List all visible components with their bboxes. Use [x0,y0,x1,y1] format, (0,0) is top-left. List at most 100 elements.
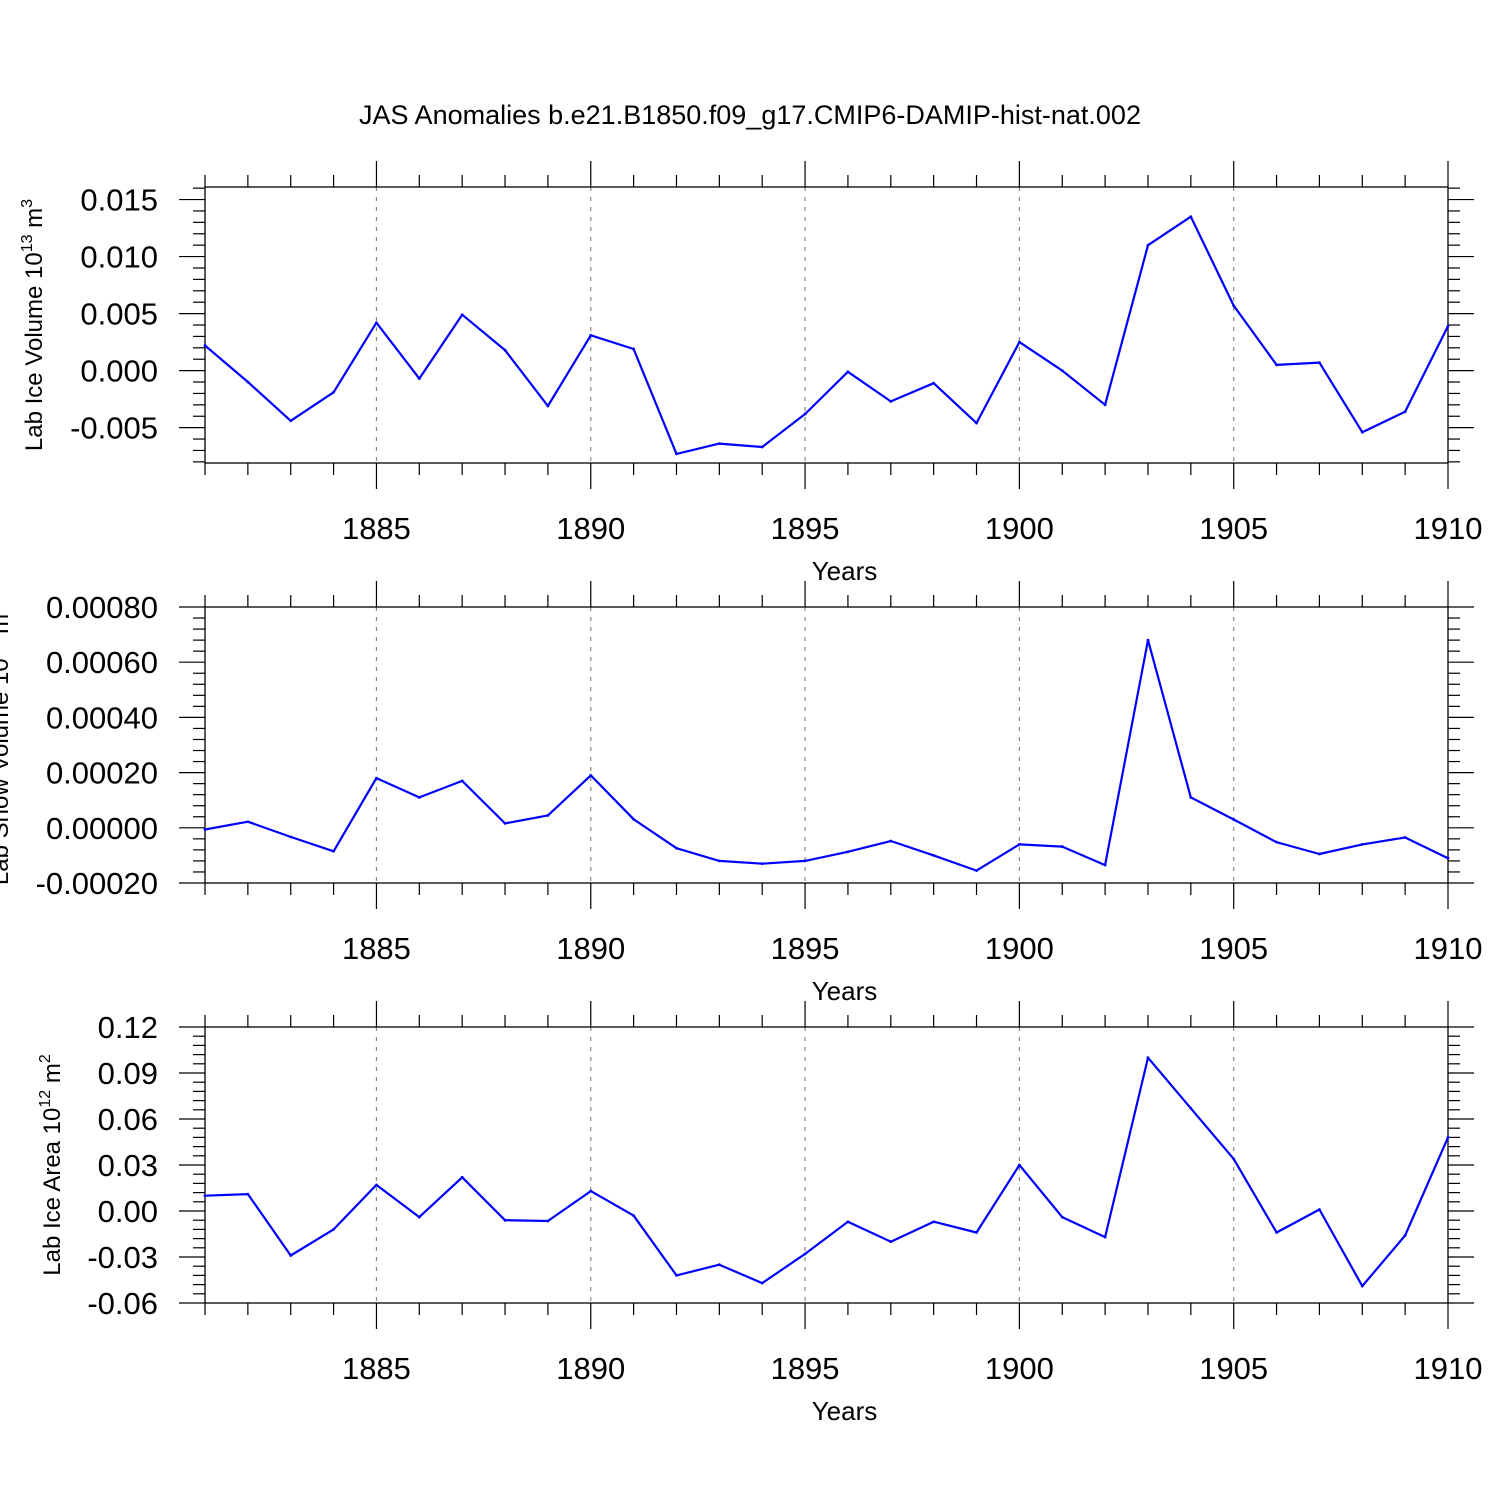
data-point [1403,836,1407,839]
y-axis-label-exponent: 13 [19,234,36,252]
data-point [1017,340,1021,344]
y-axis-label-exponent: 13 [0,640,2,658]
data-point [1318,1208,1321,1211]
data-point [803,859,807,863]
x-tick-label: 1905 [1199,931,1268,966]
data-point [717,442,721,446]
data-point [1060,369,1064,373]
y-axis-label-text: Lab Snow Volume 10 [0,658,14,885]
data-point [717,1263,721,1267]
data-point [760,445,764,449]
y-tick-label: 0.06 [98,1102,158,1137]
x-tick-label: 1905 [1199,511,1268,546]
data-point [289,1254,293,1257]
data-point [932,1220,936,1224]
data-point [1189,796,1193,799]
data-point [675,1274,678,1277]
data-point [375,1183,378,1187]
y-tick-label: 0.09 [98,1056,158,1091]
data-point [760,1281,764,1285]
y-axis-label-exponent: 12 [37,1090,54,1108]
data-point [1146,243,1150,247]
x-tick-label: 1910 [1414,1351,1483,1386]
data-point [375,776,378,780]
y-axis-label: Lab Ice Volume 1013 m3 [19,199,48,451]
y-axis-label-exponent: 2 [37,1054,54,1063]
data-point [803,1252,807,1256]
x-tick-label: 1905 [1199,1351,1268,1386]
y-tick-label: 0.000 [80,354,158,389]
data-point [1275,1231,1278,1234]
x-tick-label: 1910 [1414,931,1483,966]
series-line [204,638,1449,872]
plot-frame [204,186,1449,464]
y-axis-label-text: Lab Ice Volume 10 [21,252,48,451]
data-point [760,862,764,866]
data-point [975,421,978,425]
data-point [1232,1157,1236,1161]
data-point [889,839,893,843]
data-point [846,370,850,374]
x-tick-label: 1895 [771,511,840,546]
data-point [203,828,207,831]
data-point [803,412,807,416]
data-point [460,779,464,783]
data-point [1275,363,1278,367]
y-tick-label: -0.005 [70,411,158,446]
y-axis-label-unit: m [21,208,48,235]
data-point [1403,410,1407,414]
data-point [503,348,507,352]
data-point [1060,1215,1064,1219]
data-point [975,1231,978,1234]
data-point [332,849,335,853]
data-point [932,854,936,857]
x-tick-label: 1900 [985,511,1054,546]
data-point [1360,430,1364,434]
data-point [1232,304,1236,308]
data-point [589,773,593,777]
data-point [889,1240,893,1244]
x-tick-label: 1910 [1414,511,1483,546]
plot-frame [204,1026,1449,1304]
y-axis-label: Lab Ice Area 1012 m2 [37,1054,66,1276]
figure-title: JAS Anomalies b.e21.B1850.f09_g17.CMIP6-… [359,100,1141,130]
y-tick-label: 0.015 [80,183,158,218]
data-point [375,321,378,325]
data-point [203,1194,207,1198]
x-axis-label: Years [812,976,878,1006]
x-tick-label: 1885 [342,931,411,966]
data-point [1403,1234,1407,1237]
plot-frame [204,606,1449,884]
y-tick-label: 0.00040 [46,700,158,735]
data-point [1275,840,1278,844]
data-point [1318,852,1321,856]
data-point [589,333,593,337]
data-point [460,313,464,317]
data-point [546,1219,550,1223]
x-tick-label: 1890 [556,511,625,546]
y-tick-label: -0.03 [87,1240,158,1275]
data-point [332,1228,335,1231]
data-point [846,1220,850,1224]
data-point [717,859,721,863]
y-tick-label: 0.00060 [46,645,158,680]
data-point [675,452,678,456]
data-point [503,1218,507,1222]
data-point [289,835,293,839]
y-axis-label-unit: m [39,1063,66,1090]
data-point [846,850,850,854]
data-point [589,1189,593,1193]
chart-panel-2: -0.00020 0.00000 0.00020 0.00040 0.00060 0.00… [0,581,1482,1006]
data-point [546,813,550,817]
data-point [1360,842,1364,846]
panels: -0.005 0.000 0.005 0.010 0.015 1885 1890 1895 19… [0,161,1482,1426]
data-point [1017,842,1021,846]
y-tick-label: -0.06 [87,1286,158,1321]
data-point [1103,863,1107,867]
series-line [204,1056,1450,1288]
y-tick-label: 0.00080 [46,590,158,625]
x-tick-label: 1890 [556,931,625,966]
data-point [1318,361,1321,365]
y-tick-label: -0.00020 [36,866,158,901]
data-point [1189,215,1193,219]
